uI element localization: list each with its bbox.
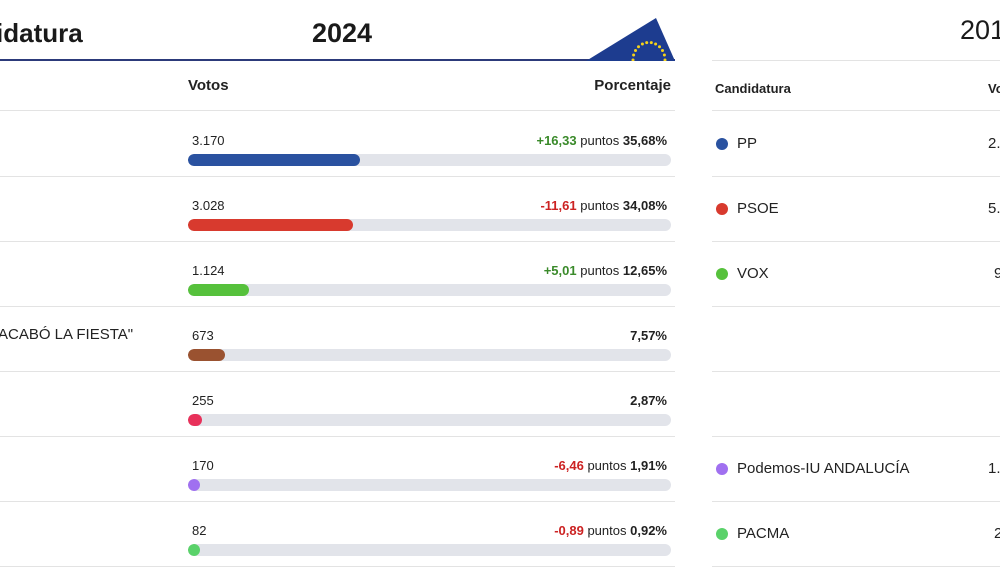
party-percentage: +5,01 puntos 12,65% xyxy=(544,263,667,278)
vote-share-bar xyxy=(188,479,671,491)
vote-share-fill xyxy=(188,414,202,426)
points-label: puntos xyxy=(580,133,620,148)
party-color-dot xyxy=(716,528,728,540)
percentage-value: 12,65% xyxy=(622,263,667,278)
points-label: puntos xyxy=(580,263,620,278)
header-separator xyxy=(0,110,675,111)
vote-share-fill xyxy=(188,349,225,361)
party-color-dot xyxy=(716,138,728,150)
change-points: -0,89 xyxy=(554,523,584,538)
vote-share-bar xyxy=(188,219,671,231)
row-separator xyxy=(0,371,675,372)
row-separator xyxy=(0,436,675,437)
vote-share-bar xyxy=(188,349,671,361)
party-percentage: -11,61 puntos 34,08% xyxy=(540,198,667,213)
header-separator-2019 xyxy=(712,60,1000,61)
column-title-candidatura: idatura xyxy=(0,18,83,48)
row-separator-2019 xyxy=(712,241,1000,242)
party-name-2019: PSOE xyxy=(737,200,779,217)
points-label: puntos xyxy=(587,458,627,473)
party-name-2019: Podemos-IU ANDALUCÍA xyxy=(737,460,910,477)
party-votes: 255 xyxy=(192,393,214,408)
party-percentage: -0,89 puntos 0,92% xyxy=(554,523,667,538)
party-votes-2019: 1. xyxy=(988,460,1000,477)
party-votes: 673 xyxy=(192,328,214,343)
party-name-2019: VOX xyxy=(737,265,769,282)
row-separator xyxy=(0,501,675,502)
row-separator-2019 xyxy=(712,436,1000,437)
vote-share-fill xyxy=(188,219,353,231)
vote-share-fill xyxy=(188,544,200,556)
vote-share-fill xyxy=(188,154,361,166)
percentage-value: 0,92% xyxy=(630,523,667,538)
party-percentage: 2,87% xyxy=(630,393,667,408)
row-separator xyxy=(0,241,675,242)
row-separator-2019 xyxy=(712,371,1000,372)
votes-column-header-2019: Vo xyxy=(988,81,1000,96)
party-votes: 1.124 xyxy=(192,263,225,278)
percentage-value: 2,87% xyxy=(630,393,667,408)
party-percentage: 7,57% xyxy=(630,328,667,343)
eu-flag-icon xyxy=(586,18,675,61)
party-color-dot xyxy=(716,203,728,215)
vote-share-fill xyxy=(188,284,250,296)
percentage-column-header: Porcentaje xyxy=(594,77,671,94)
header-separator-2019-bottom xyxy=(712,110,1000,111)
party-name-2019: PP xyxy=(737,135,758,152)
percentage-value: 1,91% xyxy=(630,458,667,473)
row-separator-2019 xyxy=(712,501,1000,502)
percentage-value: 34,08% xyxy=(622,198,667,213)
party-votes: 3.170 xyxy=(192,133,225,148)
party-percentage: +16,33 puntos 35,68% xyxy=(536,133,667,148)
vote-share-bar xyxy=(188,544,671,556)
points-label: puntos xyxy=(587,523,627,538)
change-points: +16,33 xyxy=(536,133,577,148)
party-votes: 82 xyxy=(192,523,207,538)
party-votes: 3.028 xyxy=(192,198,225,213)
row-separator xyxy=(0,306,675,307)
row-separator-2019 xyxy=(712,176,1000,177)
party-color-dot xyxy=(716,268,728,280)
party-color-dot xyxy=(716,463,728,475)
vote-share-bar xyxy=(188,284,671,296)
vote-share-bar xyxy=(188,414,671,426)
party-name: ACABÓ LA FIESTA" xyxy=(0,326,134,343)
party-votes-2019: 2. xyxy=(988,135,1000,152)
change-points: +5,01 xyxy=(543,263,577,278)
party-votes: 170 xyxy=(192,458,214,473)
year-title-2024: 2024 xyxy=(312,18,373,48)
points-label: puntos xyxy=(580,198,620,213)
candidatura-column-header: Candidatura xyxy=(715,81,791,96)
row-separator xyxy=(0,176,675,177)
row-separator-2019 xyxy=(712,306,1000,307)
percentage-value: 7,57% xyxy=(630,328,667,343)
percentage-value: 35,68% xyxy=(622,133,667,148)
vote-share-bar xyxy=(188,154,671,166)
change-points: -11,61 xyxy=(540,198,577,213)
party-votes-2019: 5. xyxy=(988,200,1000,217)
party-votes-2019: 9 xyxy=(994,265,1000,282)
party-name-2019: PACMA xyxy=(737,525,790,542)
party-votes-2019: 2 xyxy=(994,525,1000,542)
change-points: -6,46 xyxy=(554,458,584,473)
party-percentage: -6,46 puntos 1,91% xyxy=(554,458,667,473)
votes-column-header: Votos xyxy=(188,77,229,94)
year-title-2019: 201 xyxy=(960,15,1000,45)
header-underline xyxy=(0,59,675,61)
vote-share-fill xyxy=(188,479,200,491)
